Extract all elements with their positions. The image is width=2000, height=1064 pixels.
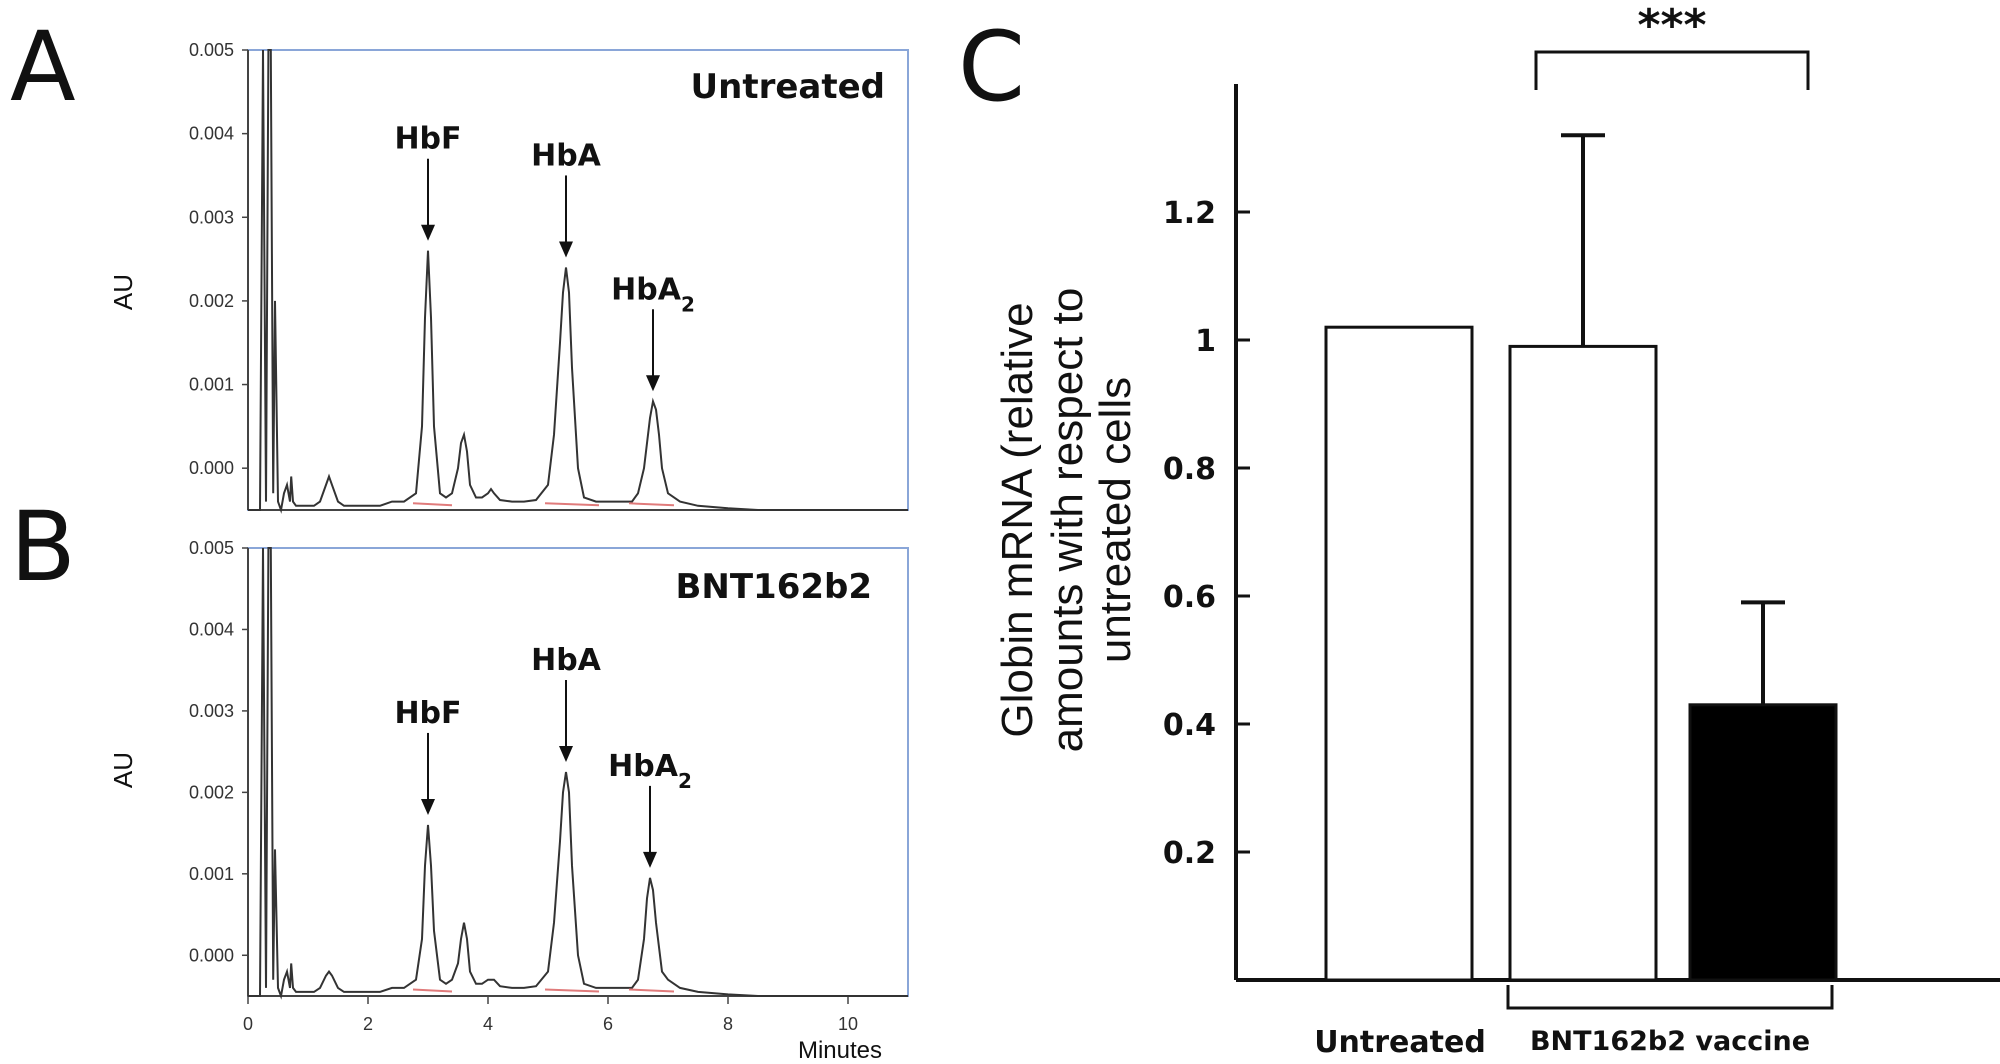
y-tick-labels: 0.005 0.004 0.003 0.002 0.001 0.000 bbox=[189, 40, 248, 478]
chromatogram-trace bbox=[248, 547, 908, 1000]
y-axis-label-line: Globin mRNA (relative bbox=[993, 302, 1042, 737]
x-tick-label: 0 bbox=[243, 1014, 253, 1034]
y-tick-label: 0.001 bbox=[189, 375, 234, 395]
x-tick-labels: 0 2 4 6 8 10 bbox=[243, 996, 858, 1034]
plot-frame bbox=[247, 547, 909, 997]
category-label: BNT162b2 vaccine bbox=[1530, 1026, 1810, 1057]
y-tick-label: 0.8 bbox=[1163, 452, 1216, 487]
bar-chart-globin-mrna: Globin mRNA (relative amounts with respec… bbox=[993, 0, 2000, 1060]
x-tick-label: 6 bbox=[603, 1014, 613, 1034]
chromatogram-trace bbox=[248, 49, 908, 514]
y-tick-label: 0.004 bbox=[189, 124, 234, 144]
bar bbox=[1688, 703, 1838, 982]
y-axis-label-line: amounts with respect to bbox=[1043, 288, 1092, 753]
y-tick-label: 0.003 bbox=[189, 207, 234, 227]
panel-letter-c: C bbox=[958, 11, 1025, 123]
y-tick-label: 0.4 bbox=[1163, 708, 1216, 743]
panel-letter-b: B bbox=[10, 491, 76, 603]
x-tick-label: 4 bbox=[483, 1014, 493, 1034]
y-tick-label: 0.6 bbox=[1163, 580, 1216, 615]
panel-letter-a: A bbox=[10, 11, 76, 123]
x-axis-label: Minutes bbox=[798, 1037, 882, 1064]
peak-label: HbA bbox=[531, 643, 602, 678]
condition-label: BNT162b2 bbox=[675, 567, 872, 607]
y-axis-label: AU bbox=[108, 274, 138, 310]
peak-arrow-head bbox=[421, 798, 435, 815]
y-tick-label: 0.000 bbox=[189, 458, 234, 478]
peak-arrow-head bbox=[421, 224, 435, 241]
y-tick-label: 0.2 bbox=[1163, 836, 1216, 871]
y-tick-label: 1 bbox=[1195, 324, 1216, 359]
y-tick-label: 0.002 bbox=[189, 291, 234, 311]
peak-arrow-head bbox=[559, 241, 573, 258]
bar bbox=[1324, 325, 1474, 982]
condition-label: Untreated bbox=[691, 67, 886, 107]
peak-arrow-head bbox=[646, 375, 660, 392]
peak-arrow-head bbox=[643, 851, 657, 868]
baseline-markers bbox=[412, 988, 675, 993]
y-tick-label: 0.001 bbox=[189, 864, 234, 884]
peak-arrow-head bbox=[559, 746, 573, 762]
x-tick-label: 2 bbox=[363, 1014, 373, 1034]
peak-label: HbA bbox=[531, 138, 602, 173]
peak-label-subscript: 2 bbox=[678, 769, 692, 793]
peak-label: HbF bbox=[394, 122, 461, 157]
vaccine-group-bracket bbox=[1506, 985, 1834, 1010]
category-label: Untreated bbox=[1314, 1025, 1486, 1060]
chromatogram-bnt162b2: AU Minutes 0.0050.0040.0030.0020.0010.00… bbox=[108, 538, 909, 1064]
y-axis-label: Globin mRNA (relative amounts with respec… bbox=[993, 288, 1140, 753]
peak-label-subscript: 2 bbox=[681, 292, 695, 316]
plot-frame bbox=[247, 49, 909, 511]
bar bbox=[1508, 344, 1658, 982]
y-tick-label: 0.005 bbox=[189, 40, 234, 60]
y-tick-label: 1.2 bbox=[1163, 196, 1216, 231]
category-labels: Untreated BNT162b2 vaccine bbox=[1314, 1025, 1810, 1060]
y-tick-labels: 0.005 0.004 0.003 0.002 0.001 0.000 bbox=[189, 538, 248, 965]
y-tick-label: 0.000 bbox=[189, 945, 234, 965]
baseline-markers bbox=[412, 502, 675, 507]
y-axis-label: AU bbox=[108, 752, 138, 788]
y-tick-label: 0.005 bbox=[189, 538, 234, 558]
chromatogram-untreated: AU 0.005 0.004 0.003 0.002 0.001 0.000 Untrea… bbox=[108, 40, 909, 514]
peak-label: HbF bbox=[394, 696, 461, 731]
significance-stars: *** bbox=[1637, 0, 1706, 51]
y-tick-labels: 0.2 0.4 0.6 0.8 1 1.2 bbox=[1163, 196, 1250, 871]
y-tick-label: 0.002 bbox=[189, 782, 234, 802]
y-tick-label: 0.004 bbox=[189, 619, 234, 639]
y-tick-label: 0.003 bbox=[189, 701, 234, 721]
y-axis-label-line: untreated cells bbox=[1091, 377, 1140, 663]
significance-bracket bbox=[1534, 50, 1810, 90]
x-tick-label: 10 bbox=[838, 1014, 858, 1034]
x-tick-label: 8 bbox=[723, 1014, 733, 1034]
bars bbox=[1324, 133, 1838, 982]
